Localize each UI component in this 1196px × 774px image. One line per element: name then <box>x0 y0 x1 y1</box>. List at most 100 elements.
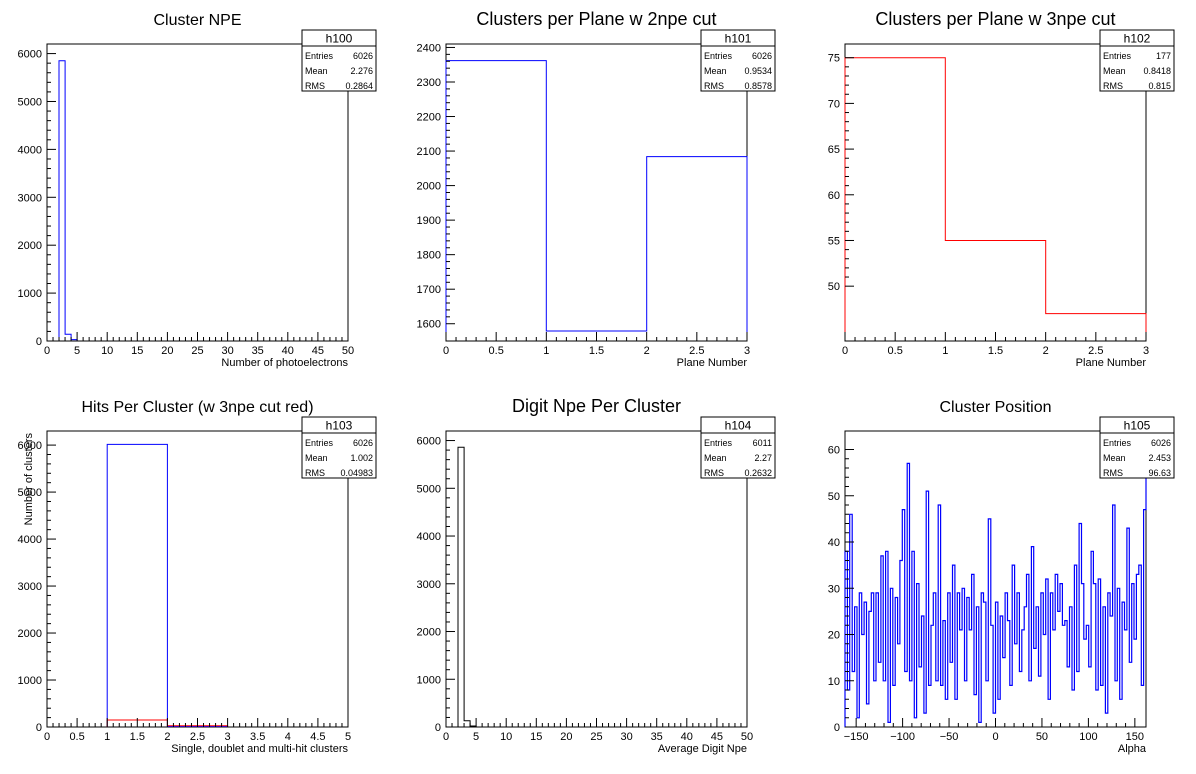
stats-label: Entries <box>1103 51 1132 61</box>
histogram-panel-h103: Hits Per Cluster (w 3npe cut red) 0 0.5 1 1.… <box>18 399 377 755</box>
histogram-bin <box>845 58 945 341</box>
histogram-bin <box>1019 672 1021 728</box>
histogram-series-1 <box>58 60 78 341</box>
x-tick-label: 2.5 <box>1088 345 1103 357</box>
chart-title: Clusters per Plane w 2npe cut <box>476 9 716 29</box>
x-tick-label: 5 <box>473 731 479 743</box>
y-tick-label: 2300 <box>417 77 441 89</box>
histogram-panel-h102: Clusters per Plane w 3npe cut 0 0.5 1 1.5 2 2.… <box>828 9 1175 369</box>
x-tick-label: 150 <box>1126 731 1144 743</box>
stats-label: RMS <box>1103 81 1123 91</box>
histogram-bin <box>1101 685 1103 727</box>
x-tick-label: 0 <box>44 345 50 357</box>
x-tick-label: 2 <box>644 345 650 357</box>
histogram-bin <box>1003 658 1005 727</box>
histogram-bin <box>929 685 931 727</box>
y-axis-label: Number of clusters <box>23 433 35 526</box>
x-tick-label: 2 <box>164 731 170 743</box>
histogram-series-1 <box>457 446 477 727</box>
x-tick-label: 20 <box>560 731 572 743</box>
stats-box-name: h105 <box>1124 419 1151 433</box>
x-axis-label: Single, doublet and multi-hit clusters <box>171 743 348 755</box>
x-tick-label: 3.5 <box>250 731 265 743</box>
histogram-outline <box>58 60 78 341</box>
histogram-bin <box>955 699 957 727</box>
x-tick-label: 3 <box>744 345 750 357</box>
stats-value: 6026 <box>1151 438 1171 448</box>
y-tick-label: 1000 <box>417 674 441 686</box>
histogram-bin <box>1010 685 1012 727</box>
histogram-bin <box>1072 690 1074 727</box>
y-tick-label: 50 <box>828 281 840 293</box>
histogram-bin <box>893 685 895 727</box>
y-tick-label: 4000 <box>417 531 441 543</box>
chart-title: Cluster NPE <box>153 12 241 29</box>
stats-value: 0.2864 <box>345 81 373 91</box>
chart-title: Cluster Position <box>939 399 1051 416</box>
x-tick-label: 1.5 <box>130 731 145 743</box>
stats-label: RMS <box>704 81 724 91</box>
stats-value: 6026 <box>353 51 373 61</box>
y-tick-label: 2000 <box>18 628 42 640</box>
stats-box-name: h100 <box>326 32 353 46</box>
stats-value: 0.2632 <box>744 468 772 478</box>
x-tick-label: 1.5 <box>988 345 1003 357</box>
histogram-bin <box>857 718 859 727</box>
stats-value: 177 <box>1156 51 1171 61</box>
stats-box: h105 Entries 6026 Mean 2.453 RMS 96.63 <box>1099 416 1175 479</box>
stats-box-frame <box>1099 416 1175 479</box>
x-axis-label: Average Digit Npe <box>658 743 747 755</box>
x-tick-label: 1 <box>942 345 948 357</box>
x-tick-label: 10 <box>101 345 113 357</box>
histogram-bin <box>979 722 981 727</box>
stats-label: Entries <box>1103 438 1132 448</box>
histogram-bin <box>1029 681 1031 727</box>
y-tick-label: 2200 <box>417 112 441 124</box>
y-tick-label: 5000 <box>18 96 42 108</box>
stats-value: 2.27 <box>754 453 772 463</box>
histogram-series-1 <box>844 444 1147 728</box>
y-tick-label: 6000 <box>417 436 441 448</box>
stats-value: 1.002 <box>350 453 373 463</box>
stats-label: Entries <box>704 51 733 61</box>
histogram-bin <box>1043 635 1045 728</box>
histogram-bin <box>919 667 921 727</box>
histogram-outline <box>457 446 477 727</box>
y-tick-label: 6000 <box>18 49 42 61</box>
histogram-panel-h105: Cluster Position −150 −100 −50 0 50 100 150 0 10 2… <box>828 399 1175 755</box>
histogram-bin <box>1134 639 1136 727</box>
stats-label: Mean <box>704 453 727 463</box>
y-tick-label: 10 <box>828 676 840 688</box>
histogram-bin <box>1125 630 1127 727</box>
x-tick-label: 25 <box>590 731 602 743</box>
histogram-bin <box>950 662 952 727</box>
histogram-series-1 <box>844 57 1147 341</box>
y-tick-label: 2400 <box>417 42 441 54</box>
stats-box: h103 Entries 6026 Mean 1.002 RMS 0.04983 <box>301 416 377 479</box>
stats-box-name: h101 <box>725 32 752 46</box>
histogram-series-1 <box>445 60 748 341</box>
x-tick-label: 20 <box>161 345 173 357</box>
histogram-bin <box>974 695 976 727</box>
x-tick-label: 1.5 <box>589 345 604 357</box>
y-tick-label: 2000 <box>417 627 441 639</box>
x-tick-label: 0.5 <box>69 731 84 743</box>
histogram-panel-h101: Clusters per Plane w 2npe cut 0 0.5 1 1.5 2 2.… <box>417 9 776 369</box>
stats-label: RMS <box>1103 468 1123 478</box>
x-tick-label: 0 <box>443 345 449 357</box>
histogram-bin <box>59 61 65 341</box>
histogram-bin <box>647 157 747 341</box>
histogram-bin <box>914 718 916 727</box>
x-tick-label: 4 <box>285 731 291 743</box>
stats-label: Entries <box>305 51 334 61</box>
x-tick-label: 1 <box>543 345 549 357</box>
x-tick-label: 2.5 <box>190 731 205 743</box>
stats-box: h100 Entries 6026 Mean 2.276 RMS 0.2864 <box>301 29 377 92</box>
stats-value: 0.815 <box>1148 81 1171 91</box>
x-tick-label: 40 <box>681 731 693 743</box>
stats-value: 2.276 <box>350 66 373 76</box>
x-tick-label: 0 <box>992 731 998 743</box>
x-tick-label: 15 <box>131 345 143 357</box>
stats-value: 96.63 <box>1148 468 1171 478</box>
x-tick-label: 0 <box>842 345 848 357</box>
